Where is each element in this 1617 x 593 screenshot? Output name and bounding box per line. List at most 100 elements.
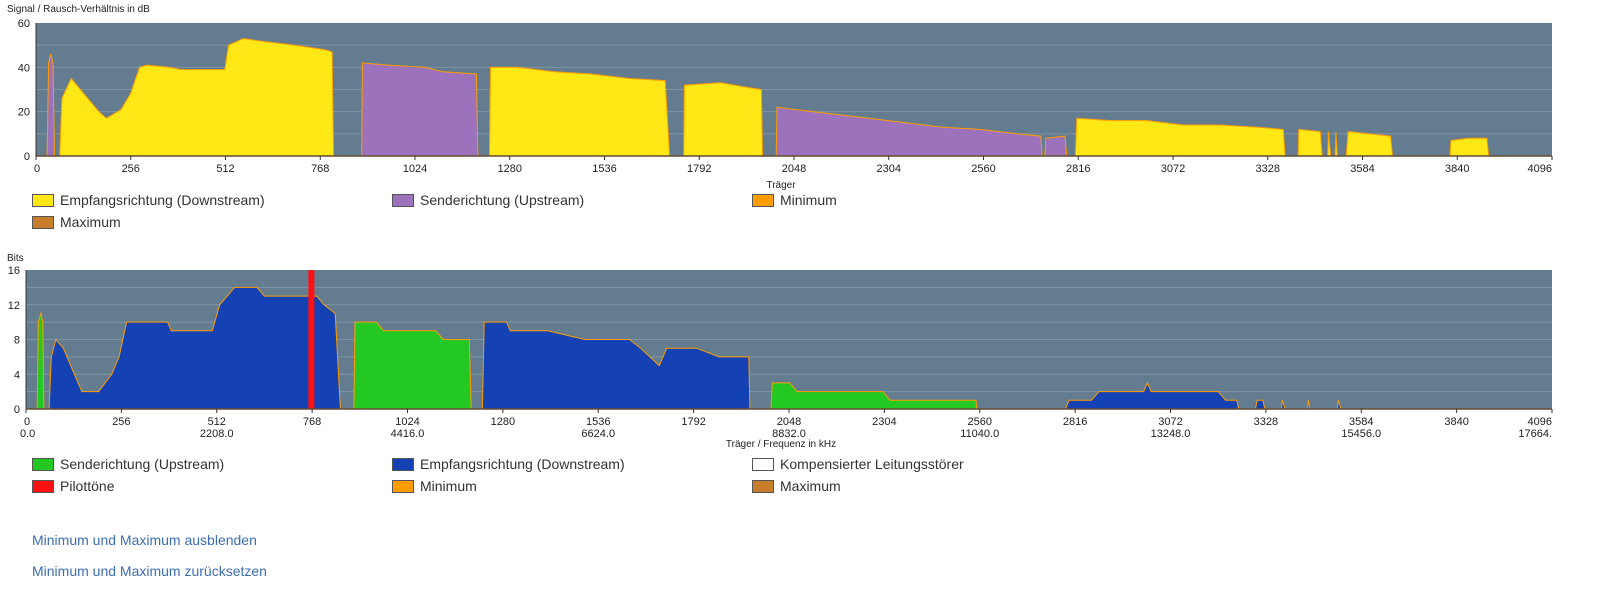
snr-y-tick-2: 40 [18, 62, 30, 74]
bits-x-tick-10: 2560 [968, 416, 992, 428]
bits-y-tick-3: 12 [8, 300, 20, 312]
snr-series-0-area-1 [489, 67, 670, 156]
bits-x-khz-tick-8: 17664. [1518, 428, 1552, 440]
snr-series-1-area-1 [361, 62, 478, 156]
bits-series-1-outline-2 [1064, 381, 1240, 410]
bits-series-1-outline-1 [481, 321, 751, 410]
bits-series-0-outline-2 [770, 382, 978, 410]
bits-legend: Senderichtung (Upstream) Empfangsrichtun… [32, 456, 1232, 500]
snr-series-0-outline-5 [1327, 131, 1332, 157]
bits-y-tick-1: 4 [14, 369, 20, 381]
bits-series-0-area-1 [353, 322, 472, 409]
bits-x-tick-3: 768 [303, 416, 321, 428]
bits-legend-upstream-label: Senderichtung (Upstream) [60, 456, 225, 472]
bits-x-tick-11: 2816 [1063, 416, 1087, 428]
bits-y-tick-2: 8 [14, 335, 20, 347]
hide-minmax-link[interactable]: Minimum und Maximum ausblenden [32, 532, 257, 548]
bits-x-tick-16: 4096 [1528, 416, 1552, 428]
bits-legend-downstream-label: Empfangsrichtung (Downstream) [420, 456, 625, 472]
snr-series-1-outline-1 [361, 62, 479, 157]
bits-series-1-outline-5 [1307, 400, 1311, 410]
snr-series-1-area-2 [776, 107, 1042, 156]
bits-x-khz-tick-3: 6624.0 [581, 428, 615, 440]
maximum-swatch [32, 215, 54, 229]
bits-legend-compensated-label: Kompensierter Leitungsstörer [780, 456, 964, 472]
bits-x-khz-tick-1: 2208.0 [200, 428, 234, 440]
bits-legend-minimum[interactable]: Minimum [392, 478, 477, 494]
bits-x-tick-8: 2048 [777, 416, 801, 428]
bits-series-1-outline-3 [1254, 399, 1266, 410]
bits-series-0-area-2 [771, 382, 977, 409]
bits-series-1-outline-4 [1281, 400, 1286, 410]
snr-series-0-area-7 [1346, 131, 1393, 156]
snr-legend-maximum[interactable]: Maximum [32, 214, 121, 230]
snr-x-tick-14: 3584 [1350, 163, 1374, 175]
bits-x-tick-13: 3328 [1254, 416, 1278, 428]
snr-series-1-outline-3 [1044, 135, 1068, 157]
snr-series-0-area-4 [1298, 129, 1323, 156]
snr-y-axis-title: Signal / Rausch-Verhältnis in dB [7, 4, 150, 15]
snr-x-axis-title: Träger [766, 180, 796, 191]
bits-series-1-area-1 [482, 322, 750, 409]
snr-x-tick-6: 1536 [592, 163, 616, 175]
bits-x-khz-tick-0: 0.0 [20, 428, 35, 440]
snr-series-1-area-3 [1044, 136, 1067, 156]
snr-x-tick-1: 256 [122, 163, 140, 175]
reset-minmax-link[interactable]: Minimum und Maximum zurücksetzen [32, 563, 267, 579]
snr-series-0-outline-7 [1345, 131, 1393, 157]
snr-legend-upstream[interactable]: Senderichtung (Upstream) [392, 192, 584, 208]
bits-x-khz-tick-5: 11040.0 [960, 428, 999, 440]
bits-x-tick-15: 3840 [1444, 416, 1468, 428]
snr-x-tick-2: 512 [216, 163, 234, 175]
bits-legend-maximum-label: Maximum [780, 478, 841, 494]
snr-series-1-area-0 [47, 54, 55, 156]
snr-series-1-outline-0 [46, 53, 55, 157]
bits-series-1-area-0 [49, 287, 341, 409]
snr-x-tick-11: 2816 [1066, 163, 1090, 175]
bits-x-tick-0: 0 [24, 416, 30, 428]
snr-series-0-area-2 [683, 82, 763, 156]
snr-x-tick-8: 2048 [782, 163, 806, 175]
bits-series-1-outline-6 [1336, 400, 1342, 410]
minimum-swatch [752, 193, 774, 207]
snr-series-0-outline-8 [1449, 137, 1490, 157]
bits-y-axis-title: Bits [7, 253, 24, 264]
snr-legend-minimum-label: Minimum [780, 192, 837, 208]
bits-legend-compensated[interactable]: Kompensierter Leitungsstörer [752, 456, 964, 472]
upstream-swatch [32, 457, 54, 471]
snr-chart: Signal / Rausch-Verhältnis in dB 0 20 40 60… [7, 4, 1553, 191]
bits-series-0-area-0 [37, 313, 44, 409]
snr-legend-upstream-label: Senderichtung (Upstream) [420, 192, 585, 208]
snr-x-tick-10: 2560 [971, 163, 995, 175]
snr-x-tick-16: 4096 [1528, 163, 1552, 175]
bits-x-khz-tick-2: 4416.0 [391, 428, 425, 440]
bits-x-khz-tick-7: 15456.0 [1341, 428, 1381, 440]
snr-series-0-area-8 [1449, 138, 1489, 156]
snr-y-tick-3: 60 [18, 18, 30, 30]
snr-legend-minimum[interactable]: Minimum [752, 192, 837, 208]
minimum-swatch [392, 479, 414, 493]
snr-legend: Empfangsrichtung (Downstream) Sendericht… [32, 192, 1232, 236]
bits-x-tick-5: 1280 [491, 416, 515, 428]
snr-x-tick-15: 3840 [1445, 163, 1469, 175]
bits-x-tick-9: 2304 [872, 416, 896, 428]
bits-series-1-area-2 [1065, 382, 1239, 409]
snr-x-tick-12: 3072 [1161, 163, 1185, 175]
bits-x-tick-14: 3584 [1349, 416, 1373, 428]
bits-series-0-outline-1 [353, 321, 472, 410]
bits-legend-pilot[interactable]: Pilottöne [32, 478, 114, 494]
bits-x-tick-7: 1792 [681, 416, 705, 428]
snr-x-tick-3: 768 [311, 163, 329, 175]
bits-legend-maximum[interactable]: Maximum [752, 478, 841, 494]
snr-series-0-outline-3 [1074, 117, 1286, 157]
bits-x-khz-tick-4: 8832.0 [772, 428, 806, 440]
bits-legend-downstream[interactable]: Empfangsrichtung (Downstream) [392, 456, 625, 472]
snr-series-0-area-3 [1075, 118, 1286, 156]
snr-series-0-outline-1 [488, 66, 671, 157]
bits-legend-upstream[interactable]: Senderichtung (Upstream) [32, 456, 224, 472]
snr-legend-downstream[interactable]: Empfangsrichtung (Downstream) [32, 192, 265, 208]
snr-x-tick-0: 0 [34, 163, 40, 175]
bits-x-tick-4: 1024 [395, 416, 419, 428]
snr-legend-maximum-label: Maximum [60, 214, 121, 230]
bits-x-khz-tick-6: 13248.0 [1151, 428, 1191, 440]
